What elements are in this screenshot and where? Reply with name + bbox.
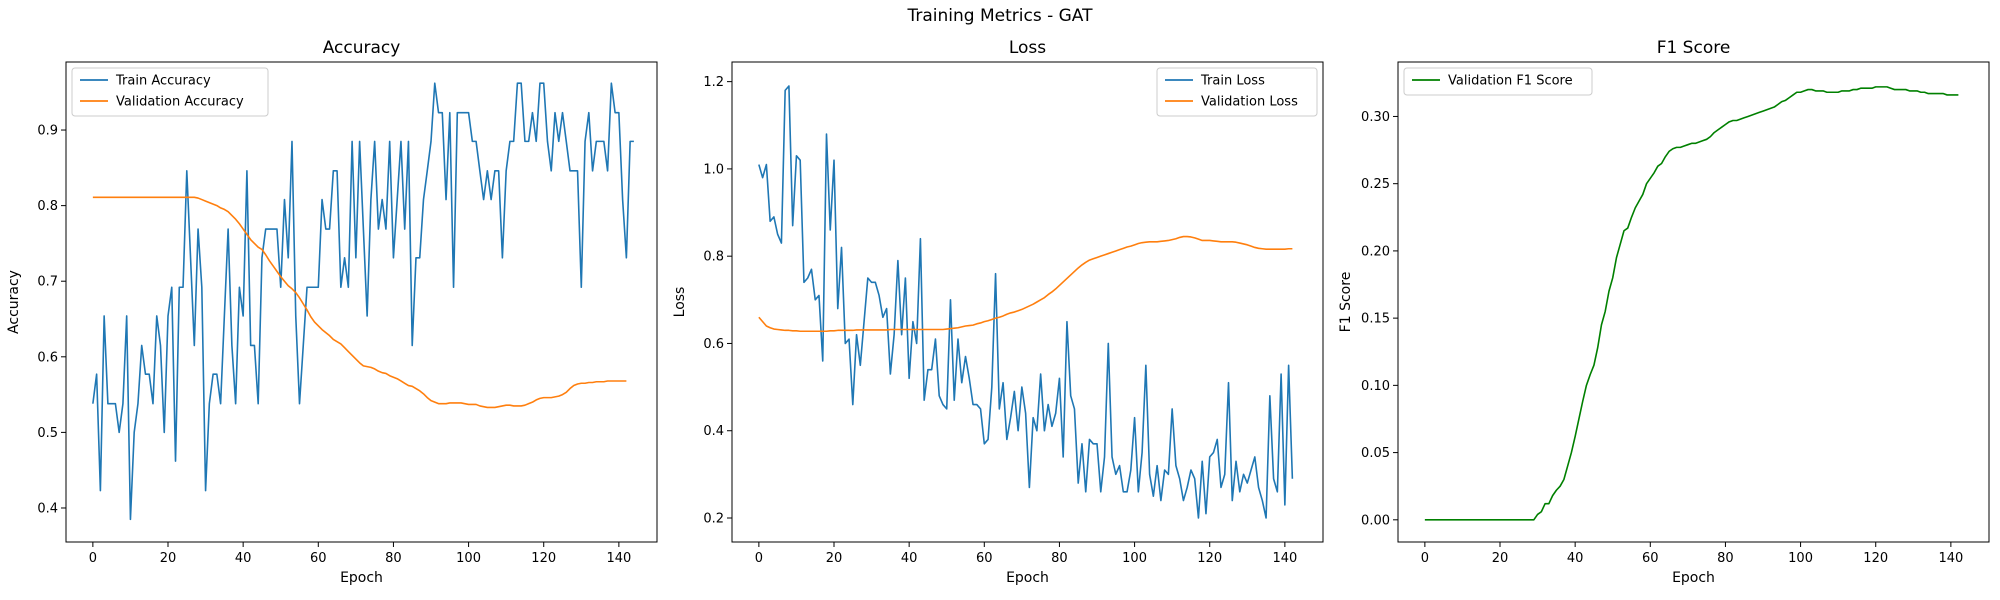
- accuracy-legend-box: [71, 67, 269, 117]
- accuracy-series-line-2: [92, 196, 627, 409]
- accuracy-ytick-label: 0.8: [37, 199, 58, 214]
- accuracy-ytick-label: 0.6: [37, 350, 58, 365]
- loss-xtick-label: 80: [1051, 551, 1068, 566]
- accuracy-xtick-label: 120: [531, 551, 556, 566]
- accuracy-legend-label: Train Accuracy: [115, 74, 211, 89]
- f1-chart-title: F1 Score: [1657, 38, 1731, 58]
- loss-xtick-label: 0: [755, 551, 763, 566]
- accuracy-legend-label: Validation Accuracy: [116, 95, 244, 110]
- f1-y-axis-label: F1 Score: [1338, 272, 1354, 333]
- accuracy-ytick-label: 0.4: [37, 501, 58, 516]
- f1-x-axis-label: Epoch: [1672, 570, 1715, 586]
- loss-ytick-label: 0.8: [703, 250, 724, 265]
- loss-legend-box: [1156, 67, 1318, 117]
- f1-xtick-label: 100: [1788, 551, 1813, 566]
- loss-xtick-label: 60: [976, 551, 993, 566]
- f1-xtick-label: 0: [1421, 551, 1429, 566]
- loss-axes-frame: [731, 61, 1324, 543]
- loss-ytick-label: 0.6: [703, 337, 724, 352]
- accuracy-ytick-label: 0.7: [37, 275, 58, 290]
- loss-series-line-2: [758, 235, 1293, 333]
- f1-xtick-label: 120: [1863, 551, 1888, 566]
- loss-legend: Train Loss Validation Loss: [1156, 67, 1318, 117]
- f1-ytick-label: 0.30: [1361, 110, 1390, 125]
- loss-legend-label: Train Loss: [1200, 74, 1265, 89]
- f1-axes-frame: [1397, 61, 1990, 543]
- f1-xtick-label: 80: [1717, 551, 1734, 566]
- accuracy-xtick-label: 20: [160, 551, 177, 566]
- loss-xtick-label: 40: [901, 551, 918, 566]
- loss-y-axis-label: Loss: [672, 287, 688, 318]
- accuracy-legend: Train Accuracy Validation Accuracy: [71, 67, 269, 117]
- f1-ytick-label: 0.25: [1361, 177, 1390, 192]
- accuracy-ytick-label: 0.9: [37, 124, 58, 139]
- accuracy-y-axis-label: Accuracy: [6, 270, 22, 334]
- accuracy-xtick-label: 100: [456, 551, 481, 566]
- f1-legend: Validation F1 Score: [1403, 67, 1593, 96]
- accuracy-xtick-label: 40: [235, 551, 252, 566]
- figure-title: Training Metrics - GAT: [907, 6, 1093, 26]
- accuracy-chart: Accuracy 0 20 40 60 80 100 120 140 0.4 0.5 0.6 0.7 0.…: [6, 38, 658, 586]
- accuracy-series-line-1: [92, 82, 634, 521]
- loss-chart: Loss 0 20 40 60 80 100 120 140 0.2 0.4 0.6 0.8 1.0 1.2…: [672, 38, 1324, 586]
- accuracy-axes-frame: [65, 61, 658, 543]
- loss-ytick-label: 0.4: [703, 424, 724, 439]
- loss-x-axis-label: Epoch: [1006, 570, 1049, 586]
- f1-xtick-label: 40: [1567, 551, 1584, 566]
- loss-ytick-label: 1.0: [703, 162, 724, 177]
- f1-legend-label: Validation F1 Score: [1448, 74, 1573, 89]
- f1-ytick-label: 0.20: [1361, 244, 1390, 259]
- accuracy-chart-title: Accuracy: [323, 38, 401, 58]
- loss-xtick-label: 140: [1272, 551, 1297, 566]
- accuracy-xtick-label: 0: [89, 551, 97, 566]
- accuracy-xtick-label: 140: [606, 551, 631, 566]
- f1-ytick-label: 0.10: [1361, 379, 1390, 394]
- f1-legend-box: [1403, 67, 1593, 96]
- accuracy-x-axis-label: Epoch: [340, 570, 383, 586]
- loss-xtick-label: 20: [826, 551, 843, 566]
- accuracy-ytick-label: 0.5: [37, 426, 58, 441]
- f1-xtick-label: 60: [1642, 551, 1659, 566]
- accuracy-xtick-label: 60: [310, 551, 327, 566]
- f1-xtick-label: 20: [1492, 551, 1509, 566]
- f1-ytick-label: 0.05: [1361, 446, 1390, 461]
- loss-xtick-label: 120: [1197, 551, 1222, 566]
- loss-xtick-label: 100: [1122, 551, 1147, 566]
- accuracy-xtick-label: 80: [385, 551, 402, 566]
- f1-series-line-1: [1424, 86, 1959, 521]
- f1-ytick-label: 0.00: [1361, 513, 1390, 528]
- loss-series-line-1: [758, 85, 1294, 519]
- f1-ytick-label: 0.15: [1361, 312, 1390, 327]
- loss-legend-label: Validation Loss: [1201, 95, 1298, 110]
- f1-xtick-label: 140: [1938, 551, 1963, 566]
- loss-ytick-label: 1.2: [703, 75, 724, 90]
- loss-ytick-label: 0.2: [703, 512, 724, 527]
- loss-chart-title: Loss: [1009, 38, 1046, 58]
